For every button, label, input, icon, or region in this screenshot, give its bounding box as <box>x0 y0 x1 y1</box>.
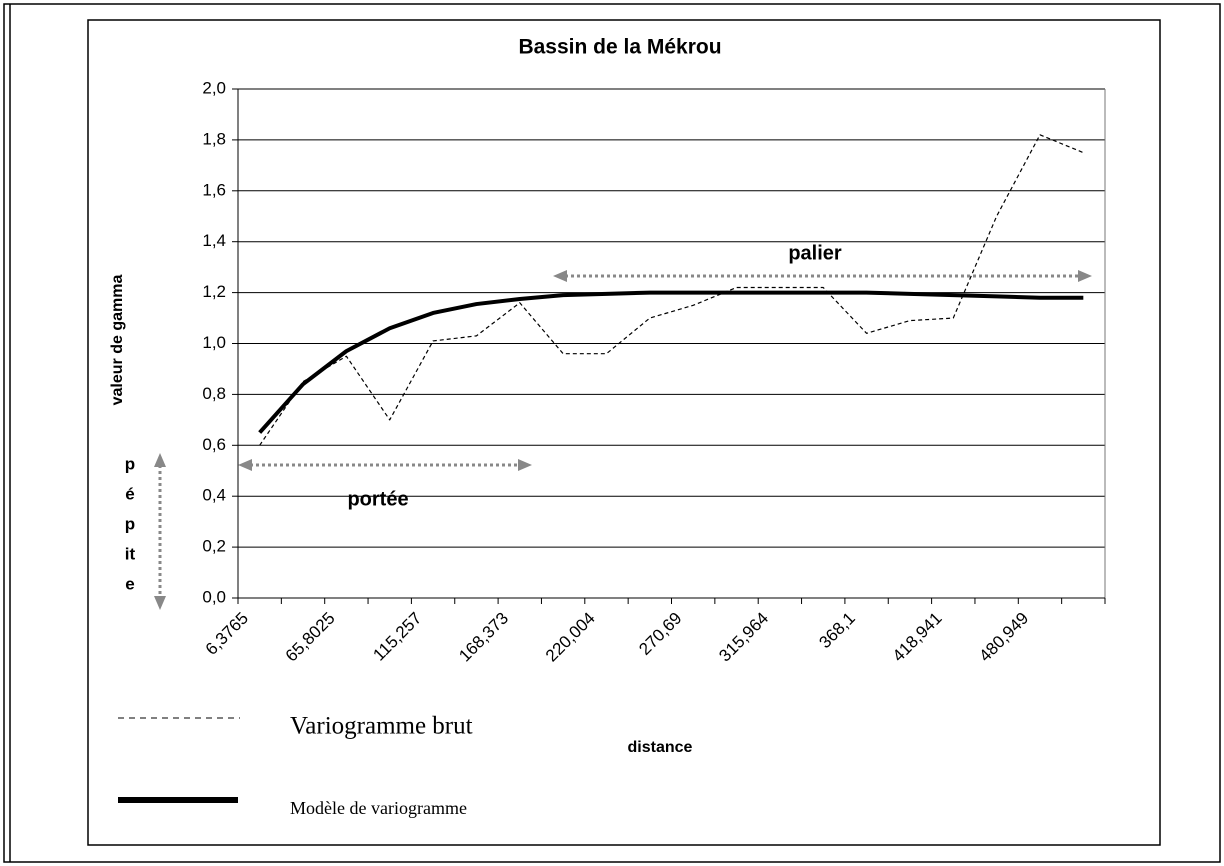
annotation: portée <box>347 488 408 510</box>
annotation: it <box>125 544 136 563</box>
x-tick-label: 6,3765 <box>202 609 252 659</box>
chart-frame <box>87 19 1161 846</box>
chart-title: Bassin de la Mékrou <box>518 36 721 59</box>
annotation: e <box>125 574 134 593</box>
annotation-arrows <box>158 274 1080 598</box>
legend-label: Variogramme brut <box>290 713 473 740</box>
y-tick-label: 1,4 <box>202 231 226 250</box>
y-tick-label: 1,0 <box>202 333 226 352</box>
x-tick-label: 65,8025 <box>282 609 339 666</box>
y-tick-label: 0,0 <box>202 587 226 606</box>
y-tick-label: 2,0 <box>202 78 226 97</box>
annotation: palier <box>788 242 842 264</box>
y-tick-label: 1,6 <box>202 180 226 199</box>
x-tick-label: 418,941 <box>889 609 946 666</box>
x-tick-label: 220,004 <box>542 609 599 666</box>
y-tick-label: 0,4 <box>202 486 226 505</box>
y-tick-label: 0,2 <box>202 537 226 556</box>
x-tick-label: 480,949 <box>975 609 1032 666</box>
x-tick-label: 368,1 <box>815 609 859 653</box>
annotation: p <box>125 514 135 533</box>
x-tick-label: 270,69 <box>635 609 685 659</box>
annotation: é <box>125 484 134 503</box>
y-tick-label: 0,6 <box>202 435 226 454</box>
x-tick-label: 315,964 <box>715 609 772 666</box>
annotation: p <box>125 454 135 473</box>
y-tick-label: 1,8 <box>202 129 226 148</box>
outer-border <box>3 3 1221 863</box>
series-line <box>258 290 1084 434</box>
y-tick-label: 0,8 <box>202 384 226 403</box>
arrow-heads <box>154 270 1092 610</box>
x-tick-label: 168,373 <box>455 609 512 666</box>
x-tick-label: 115,257 <box>369 609 425 665</box>
legend-label: Modèle de variogramme <box>290 798 467 818</box>
y-tick-label: 1,2 <box>202 282 226 301</box>
series-line <box>259 134 1084 446</box>
x-axis-label: distance <box>628 739 693 756</box>
y-axis-label: valeur de gamma <box>109 275 126 406</box>
